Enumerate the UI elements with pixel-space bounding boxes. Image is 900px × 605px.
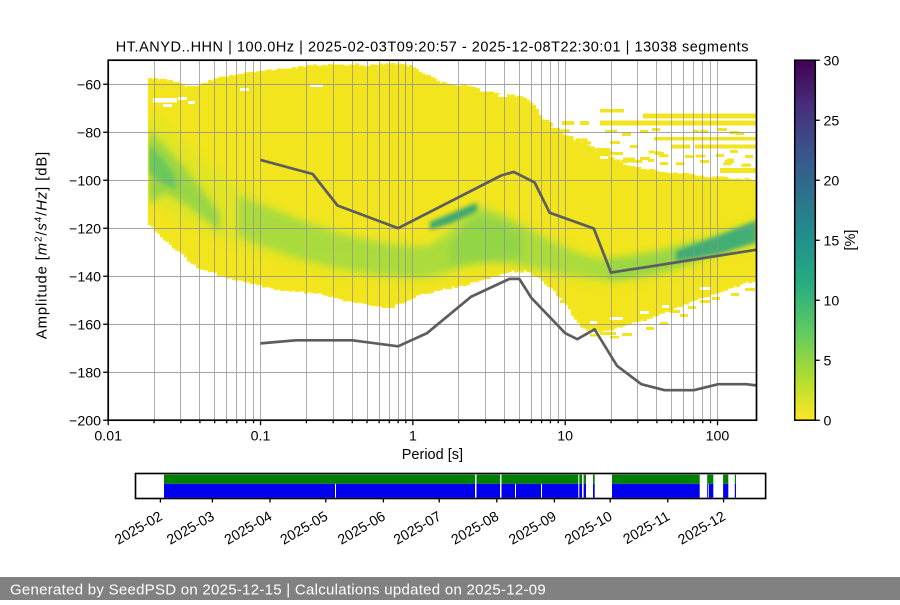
svg-text:−140: −140 — [69, 269, 101, 285]
svg-text:10: 10 — [557, 429, 573, 445]
svg-text:−120: −120 — [69, 221, 101, 237]
svg-text:[%]: [%] — [843, 230, 859, 251]
svg-text:−100: −100 — [69, 173, 101, 189]
svg-text:25: 25 — [824, 114, 840, 130]
svg-text:30: 30 — [824, 54, 840, 70]
svg-text:0.01: 0.01 — [94, 429, 122, 445]
svg-text:−60: −60 — [77, 78, 101, 94]
svg-text:−200: −200 — [69, 413, 101, 429]
svg-text:−80: −80 — [77, 125, 101, 141]
svg-text:20: 20 — [824, 173, 840, 189]
svg-text:0: 0 — [824, 413, 832, 429]
svg-text:15: 15 — [824, 233, 840, 249]
svg-text:Generated by SeedPSD on 2025-1: Generated by SeedPSD on 2025-12-15 | Cal… — [10, 582, 546, 599]
svg-text:5: 5 — [824, 353, 832, 369]
svg-text:100: 100 — [706, 429, 730, 445]
svg-text:HT.ANYD..HHN | 100.0Hz | 2025-: HT.ANYD..HHN | 100.0Hz | 2025-02-03T09:2… — [116, 40, 749, 56]
svg-text:0.1: 0.1 — [251, 429, 271, 445]
svg-text:−160: −160 — [69, 317, 101, 333]
svg-text:Amplitude [m2/s4/Hz] [dB]: Amplitude [m2/s4/Hz] [dB] — [33, 151, 51, 339]
svg-text:1: 1 — [409, 429, 417, 445]
svg-text:10: 10 — [824, 293, 840, 309]
svg-text:Period [s]: Period [s] — [402, 447, 463, 463]
svg-text:−180: −180 — [69, 365, 101, 381]
